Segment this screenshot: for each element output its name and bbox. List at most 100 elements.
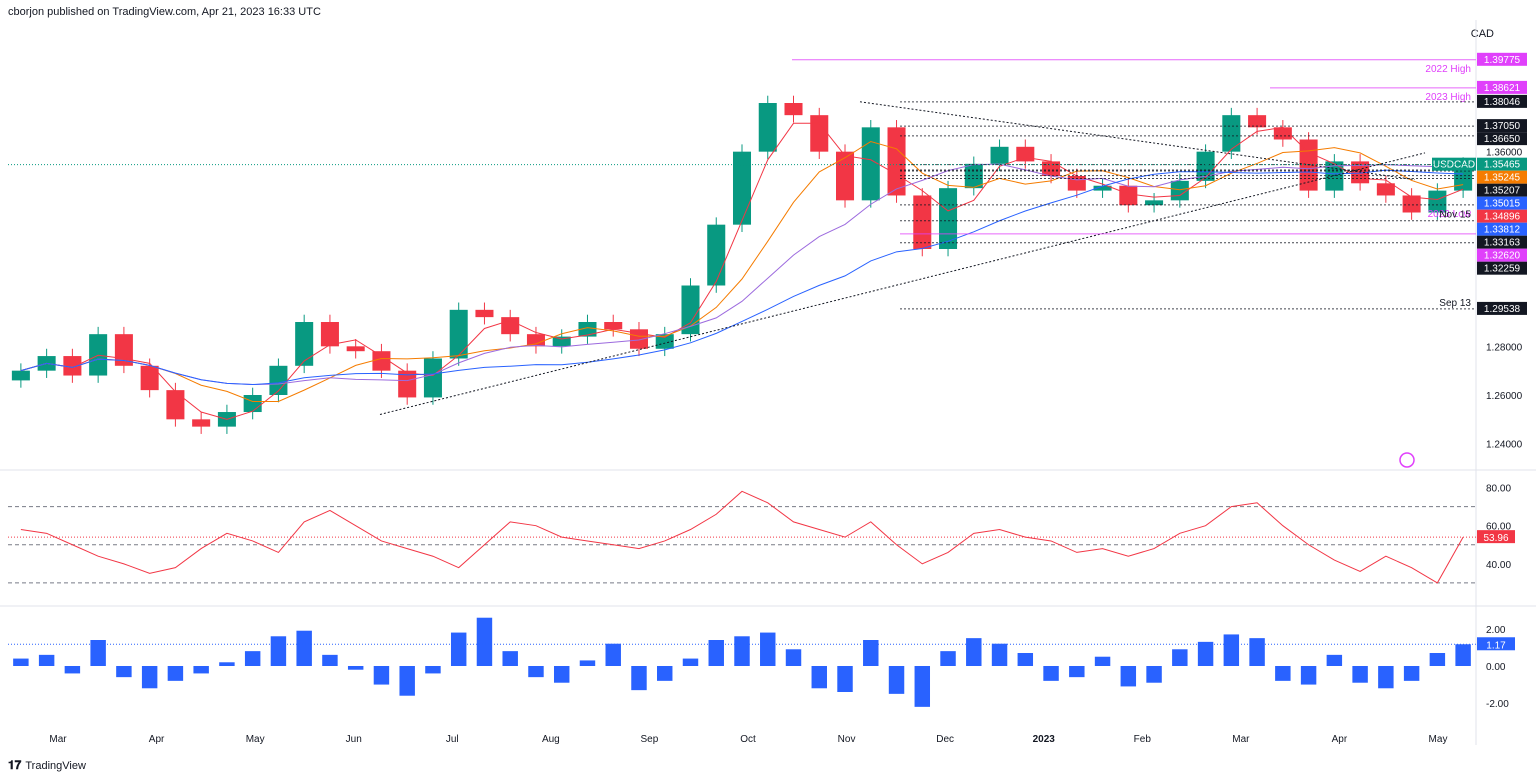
price-label: 1.32259 bbox=[1484, 264, 1521, 275]
macd-bar bbox=[90, 640, 106, 666]
macd-bar bbox=[1300, 666, 1317, 685]
level-annotation: 2023 High bbox=[1425, 92, 1471, 103]
macd-bar bbox=[914, 666, 931, 707]
tradingview-footer[interactable]: 𝟏𝟕 TradingView bbox=[8, 758, 86, 773]
macd-bar bbox=[141, 666, 158, 689]
level-annotation: Sep 13 bbox=[1439, 298, 1471, 309]
candle bbox=[939, 188, 958, 249]
candle bbox=[758, 103, 777, 152]
time-label: Feb bbox=[1134, 734, 1152, 745]
price-label-box bbox=[1477, 119, 1527, 133]
macd-bar bbox=[553, 666, 570, 683]
flash-icon bbox=[1399, 452, 1415, 468]
candle bbox=[140, 365, 159, 391]
candle bbox=[655, 334, 674, 349]
candle bbox=[578, 322, 597, 337]
brand-name: TradingView bbox=[25, 759, 86, 772]
price-label: 1.35245 bbox=[1484, 173, 1521, 184]
macd-bar bbox=[785, 649, 802, 666]
time-label: May bbox=[246, 734, 265, 745]
macd-tick: -2.00 bbox=[1486, 699, 1509, 710]
price-label: 1.34896 bbox=[1484, 212, 1521, 223]
tradingview-logo-icon: 𝟏𝟕 bbox=[8, 758, 22, 772]
candle bbox=[372, 351, 391, 371]
macd-bar bbox=[991, 643, 1008, 666]
ma-20-line bbox=[20, 122, 1464, 420]
candle bbox=[63, 356, 82, 376]
macd-bar bbox=[657, 666, 673, 681]
candle bbox=[784, 103, 803, 116]
macd-bar bbox=[38, 654, 55, 666]
rsi-tick: 80.00 bbox=[1486, 484, 1511, 495]
candle bbox=[1042, 161, 1061, 176]
trendline-resistance bbox=[859, 101, 1416, 181]
price-label-box bbox=[1477, 209, 1527, 223]
candle bbox=[1376, 183, 1395, 196]
time-label: Aug bbox=[542, 734, 560, 745]
price-label-box bbox=[1477, 132, 1527, 146]
price-tick: 1.36000 bbox=[1486, 148, 1523, 159]
price-label: 1.39775 bbox=[1484, 55, 1521, 66]
rsi-tick: 40.00 bbox=[1486, 560, 1511, 571]
candle bbox=[604, 322, 623, 330]
macd-bar bbox=[1043, 666, 1059, 681]
macd-bar bbox=[1403, 666, 1420, 681]
price-label-box bbox=[1477, 52, 1527, 66]
ma-200-line bbox=[20, 169, 1464, 386]
macd-bar bbox=[734, 636, 750, 666]
candle bbox=[1273, 127, 1292, 140]
candle bbox=[1325, 161, 1344, 191]
ma-50-line bbox=[20, 140, 1464, 402]
trendline-support bbox=[379, 152, 1426, 415]
macd-bar bbox=[1326, 654, 1343, 666]
candle bbox=[810, 115, 829, 152]
macd-bar bbox=[476, 617, 493, 666]
rsi-line bbox=[20, 490, 1464, 584]
candle bbox=[475, 309, 494, 318]
macd-bar bbox=[1017, 653, 1034, 666]
candle bbox=[1093, 185, 1112, 191]
macd-bar bbox=[347, 666, 364, 670]
rsi-value: 53.96 bbox=[1483, 533, 1508, 544]
candle bbox=[346, 346, 365, 352]
time-label: Oct bbox=[740, 734, 756, 745]
macd-bar bbox=[1172, 649, 1188, 666]
price-label-box bbox=[1477, 183, 1527, 197]
candle bbox=[732, 151, 752, 225]
publisher-line: cborjon published on TradingView.com, Ap… bbox=[8, 6, 321, 18]
candle bbox=[269, 365, 288, 395]
macd-bar bbox=[760, 632, 776, 666]
level-annotation: 2023 Low bbox=[1428, 209, 1472, 220]
level-annotation: 2022 High bbox=[1425, 64, 1471, 75]
candle bbox=[166, 390, 185, 420]
candle bbox=[501, 317, 520, 335]
price-label: 1.33163 bbox=[1484, 238, 1521, 249]
candle bbox=[913, 195, 932, 249]
macd-bar bbox=[837, 666, 853, 692]
macd-bar bbox=[579, 660, 596, 666]
price-label-box bbox=[1477, 170, 1527, 184]
candle bbox=[192, 419, 211, 427]
macd-value-box bbox=[1477, 637, 1515, 651]
price-label: 1.37050 bbox=[1484, 121, 1521, 132]
macd-bar bbox=[116, 666, 132, 678]
macd-bar bbox=[64, 666, 81, 674]
price-label-box bbox=[1477, 301, 1527, 315]
macd-bar bbox=[863, 640, 879, 666]
candle bbox=[552, 336, 571, 347]
price-label: 1.36650 bbox=[1484, 134, 1521, 145]
macd-bar bbox=[1352, 666, 1368, 683]
candle bbox=[114, 334, 133, 366]
currency-label: CAD bbox=[1470, 28, 1494, 40]
price-label: 1.38621 bbox=[1484, 83, 1521, 94]
candle bbox=[423, 358, 442, 398]
price-label-box bbox=[1477, 80, 1527, 94]
macd-bar bbox=[270, 636, 287, 666]
candle bbox=[1222, 115, 1241, 152]
price-label: 1.29538 bbox=[1484, 304, 1521, 315]
time-label: Apr bbox=[149, 734, 165, 745]
price-label: 1.35015 bbox=[1484, 199, 1521, 210]
macd-bar bbox=[13, 658, 29, 666]
macd-bar bbox=[399, 666, 415, 696]
